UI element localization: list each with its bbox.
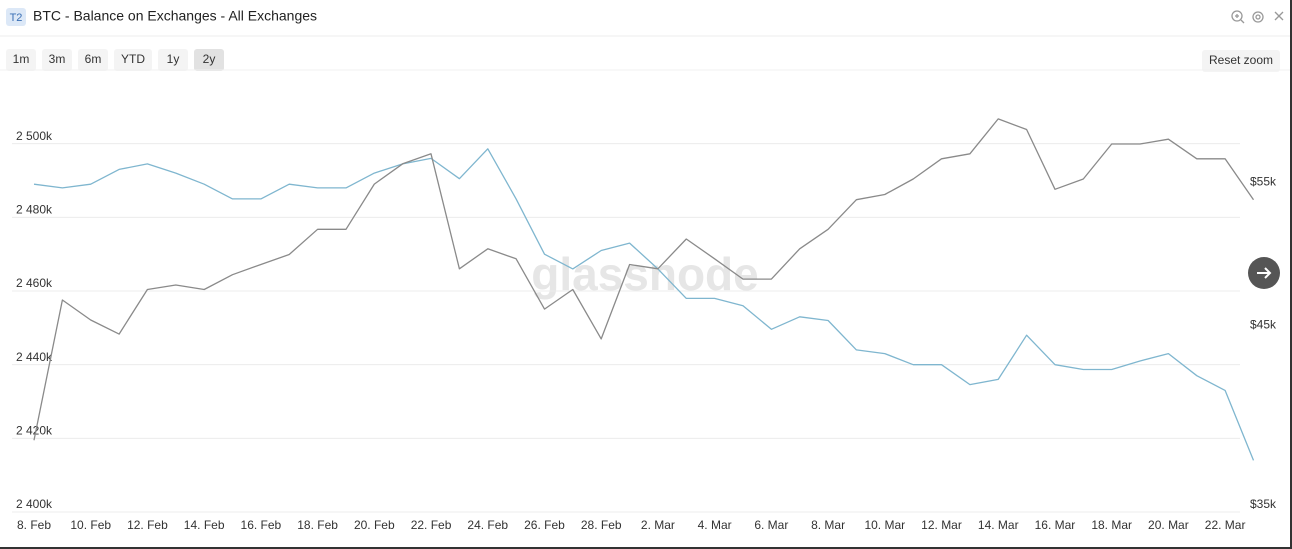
settings-icon[interactable] (1252, 11, 1264, 23)
y-tick-label: 2 500k (16, 129, 53, 143)
next-arrow[interactable] (1257, 267, 1272, 279)
range-button-label[interactable]: 6m (85, 52, 102, 66)
range-button[interactable] (42, 49, 72, 71)
x-tick-label: 24. Feb (467, 518, 508, 532)
x-tick-label: 8. Mar (811, 518, 845, 532)
reset-zoom-button[interactable] (1202, 50, 1280, 72)
series-line (33, 118, 1255, 441)
range-button-label[interactable]: 1m (13, 52, 30, 66)
chart-title: BTC - Balance on Exchanges - All Exchang… (33, 8, 317, 24)
series-line (33, 148, 1255, 461)
y2-tick-label: $45k (1250, 318, 1277, 332)
close-icon[interactable] (1274, 11, 1284, 21)
x-tick-label: 6. Mar (754, 518, 788, 532)
zoom-icon[interactable] (1231, 10, 1245, 24)
x-tick-label: 10. Mar (864, 518, 905, 532)
range-button-label[interactable]: YTD (121, 52, 145, 66)
watermark: glassnode (531, 248, 759, 300)
x-tick-label: 18. Feb (297, 518, 338, 532)
x-tick-label: 4. Mar (698, 518, 732, 532)
y2-tick-label: $35k (1250, 497, 1277, 511)
y-tick-label: 2 440k (16, 350, 53, 364)
x-tick-label: 14. Feb (184, 518, 225, 532)
y-tick-label: 2 480k (16, 203, 53, 217)
x-tick-label: 16. Mar (1035, 518, 1076, 532)
x-tick-label: 12. Mar (921, 518, 962, 532)
range-button-label[interactable]: 3m (49, 52, 66, 66)
x-tick-label: 20. Feb (354, 518, 395, 532)
x-tick-label: 28. Feb (581, 518, 622, 532)
x-tick-label: 2. Mar (641, 518, 675, 532)
y-tick-label: 2 400k (16, 497, 53, 511)
badge: T2 (10, 12, 23, 24)
x-tick-label: 8. Feb (17, 518, 51, 532)
plot: 2 400k 2 420k 2 440k 2 460k 2 480k 2 500k $35k… (12, 118, 1277, 532)
x-tick-label: 12. Feb (127, 518, 168, 532)
x-tick-label: 18. Mar (1091, 518, 1132, 532)
range-button[interactable] (158, 49, 188, 71)
x-tick-label: 20. Mar (1148, 518, 1189, 532)
x-tick-label: 22. Mar (1205, 518, 1246, 532)
y-tick-label: 2 420k (16, 424, 53, 438)
reset-zoom-label[interactable]: Reset zoom (1209, 53, 1273, 67)
x-tick-label: 14. Mar (978, 518, 1019, 532)
range-buttons: 1m 3m 6m YTD 1y 2y (6, 49, 224, 71)
range-button[interactable] (114, 49, 152, 71)
badge-bg (6, 8, 26, 26)
x-tick-label: 22. Feb (411, 518, 452, 532)
y-tick-label: 2 460k (16, 276, 53, 290)
x-tick-label: 16. Feb (241, 518, 282, 532)
range-button-label[interactable]: 2y (203, 52, 216, 66)
y2-tick-label: $55k (1250, 174, 1277, 188)
range-button-label[interactable]: 1y (167, 52, 180, 66)
range-button[interactable] (194, 49, 224, 71)
range-button[interactable] (6, 49, 36, 71)
range-button[interactable] (78, 49, 108, 71)
x-tick-label: 10. Feb (70, 518, 111, 532)
x-tick-label: 26. Feb (524, 518, 565, 532)
